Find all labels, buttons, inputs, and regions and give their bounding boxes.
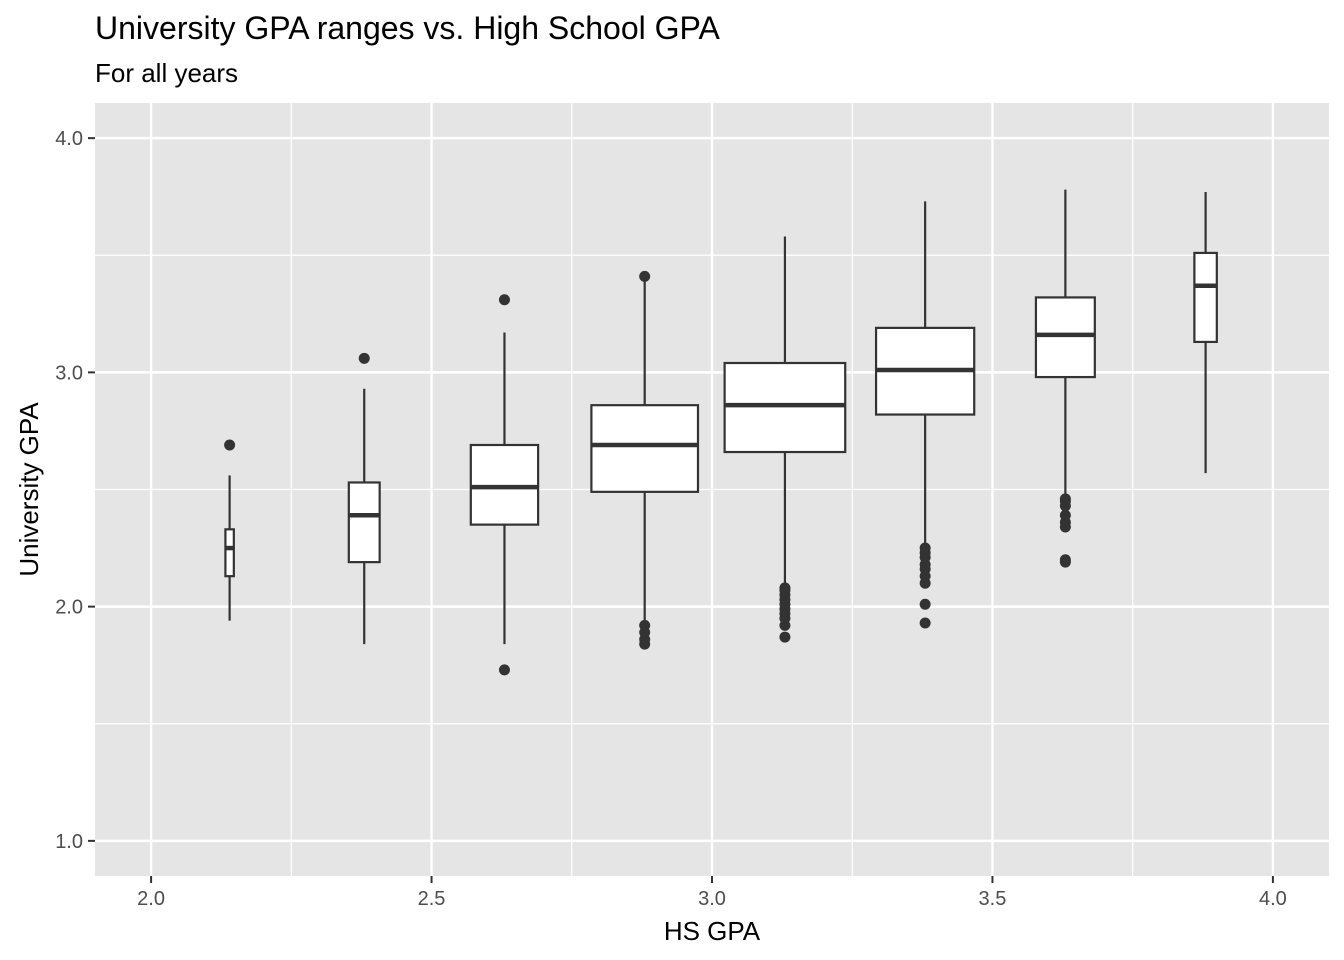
box-group — [347, 352, 381, 645]
major-gridlines — [95, 103, 1329, 876]
x-tick-label: 2.5 — [418, 888, 446, 910]
box-iqr — [347, 481, 381, 564]
outlier-point — [919, 617, 931, 629]
outlier-point — [1059, 493, 1071, 505]
y-tick-label: 4.0 — [55, 128, 83, 150]
box-group — [469, 294, 540, 676]
outlier-point — [919, 598, 931, 610]
chart-subtitle: For all years — [95, 58, 238, 88]
x-axis: 2.0 2.5 3.0 3.5 4.0 — [137, 876, 1287, 910]
box-iqr — [1034, 296, 1096, 379]
box-series — [224, 189, 1218, 676]
outlier-point — [779, 631, 791, 643]
outlier-point — [639, 270, 651, 282]
chart-title: University GPA ranges vs. High School GP… — [95, 10, 721, 46]
box-iqr — [723, 361, 847, 454]
box-group — [874, 201, 976, 629]
outlier-point — [639, 619, 651, 631]
x-tick-label: 3.0 — [698, 888, 726, 910]
box-iqr — [590, 404, 700, 493]
x-tick-label: 3.5 — [979, 888, 1007, 910]
box-group — [224, 439, 236, 621]
box-group — [1034, 189, 1096, 568]
box-group — [723, 236, 847, 643]
outlier-point — [1059, 509, 1071, 521]
x-tick-label: 4.0 — [1259, 888, 1287, 910]
y-axis-title: University GPA — [14, 402, 44, 577]
outlier-point — [498, 294, 510, 306]
box-iqr — [469, 443, 540, 526]
box-iqr — [224, 528, 235, 578]
y-tick-label: 1.0 — [55, 831, 83, 853]
outlier-point — [358, 352, 370, 364]
box-iqr — [1193, 251, 1218, 344]
y-axis: 1.0 2.0 3.0 4.0 — [55, 128, 95, 853]
outlier-point — [224, 439, 236, 451]
y-tick-label: 2.0 — [55, 597, 83, 619]
box-group — [1193, 192, 1218, 474]
box-group — [590, 270, 700, 650]
y-tick-label: 3.0 — [55, 362, 83, 384]
x-axis-title: HS GPA — [664, 916, 761, 946]
x-tick-label: 2.0 — [137, 888, 165, 910]
outlier-point — [779, 582, 791, 594]
outlier-point — [919, 542, 931, 554]
outlier-point — [498, 664, 510, 676]
outlier-point — [1059, 554, 1071, 566]
